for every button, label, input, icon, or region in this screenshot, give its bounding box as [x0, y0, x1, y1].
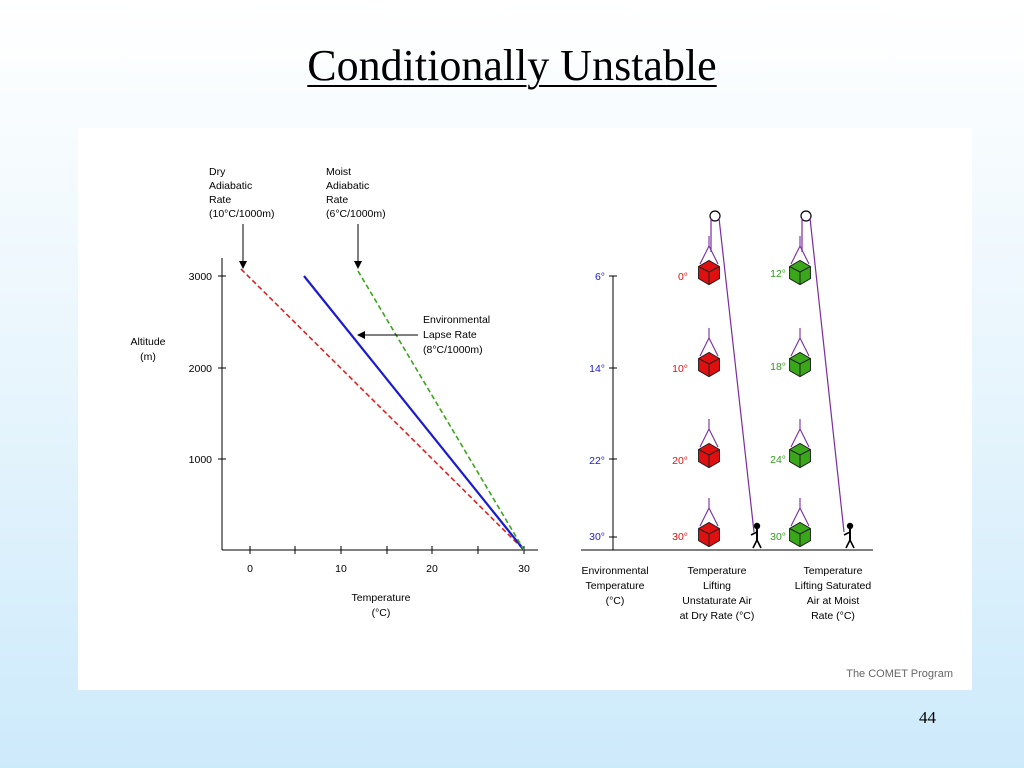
moist-column-caption: Rate (°C): [811, 610, 855, 622]
air-parcel-icon: [789, 236, 811, 286]
moist-arrowhead: [354, 261, 362, 269]
credit-label: The COMET Program: [846, 668, 953, 680]
dry-parcel-temp: 20°: [672, 455, 688, 467]
dry-parcel-temp: 0°: [678, 271, 688, 283]
dry-column-caption: at Dry Rate (°C): [680, 610, 755, 622]
env-label: (8°C/1000m): [423, 344, 483, 356]
env-temp-caption: (°C): [606, 595, 625, 607]
env-temp-caption: Temperature: [586, 580, 645, 592]
env-label: Environmental: [423, 314, 490, 326]
env-label: Lapse Rate: [423, 329, 477, 341]
rope: [718, 217, 755, 533]
dry-parcel-temp: 10°: [672, 363, 688, 375]
y-tick-label: 3000: [189, 271, 213, 283]
dry-label: Rate: [209, 194, 231, 206]
air-parcel-icon: [698, 419, 720, 469]
y-tick-label: 1000: [189, 454, 213, 466]
moist-parcel-temp: 30°: [770, 531, 786, 543]
air-parcel-icon: [698, 328, 720, 378]
dry-column-caption: Lifting: [703, 580, 731, 592]
x-tick-label: 20: [426, 563, 438, 575]
air-parcel-icon: [698, 498, 720, 548]
dry-column-caption: Temperature: [688, 565, 747, 577]
moist-parcel-temp: 24°: [770, 454, 786, 466]
moist-parcel-temp: 18°: [770, 361, 786, 373]
moist-label: (6°C/1000m): [326, 208, 386, 220]
env-temp-caption: Environmental: [581, 565, 648, 577]
env-temp-value: 30°: [589, 531, 605, 543]
env-temp-value: 14°: [589, 363, 605, 375]
dry-column-caption: Unstaturate Air: [682, 595, 752, 607]
pulley-icon: [709, 210, 721, 222]
air-parcel-icon: [789, 328, 811, 378]
moist-column-caption: Lifting Saturated: [795, 580, 872, 592]
x-tick-label: 0: [247, 563, 253, 575]
x-tick-label: 30: [518, 563, 530, 575]
moist-adiabatic-line: [357, 270, 525, 551]
x-tick-label: 10: [335, 563, 347, 575]
dry-parcel-temp: 30°: [672, 531, 688, 543]
y-tick-label: 2000: [189, 363, 213, 375]
dry-label: Adiabatic: [209, 180, 252, 192]
moist-column-caption: Air at Moist: [807, 595, 860, 607]
temperature-label: Temperature: [352, 592, 411, 604]
temperature-unit: (°C): [372, 607, 391, 619]
page-number: 44: [919, 708, 936, 727]
moist-column-caption: Temperature: [804, 565, 863, 577]
dry-label: (10°C/1000m): [209, 208, 274, 220]
air-parcel-icon: [789, 419, 811, 469]
stability-diagram: 3000 2000 1000 0 10 20 30 Altitude (m) T…: [130, 166, 953, 680]
person-icon: [750, 522, 762, 549]
moist-label: Adiabatic: [326, 180, 369, 192]
env-temp-value: 6°: [595, 271, 605, 283]
air-parcel-icon: [789, 498, 811, 548]
pulley-icon: [800, 210, 812, 222]
dry-parcel-column: [698, 236, 720, 548]
dry-arrowhead: [239, 261, 247, 269]
moist-parcel-column: [789, 236, 811, 548]
air-parcel-icon: [698, 236, 720, 286]
person-icon: [843, 522, 855, 549]
moist-label: Moist: [326, 166, 351, 178]
env-temp-value: 22°: [589, 455, 605, 467]
altitude-unit: (m): [140, 351, 156, 363]
altitude-label: Altitude: [130, 336, 165, 348]
env-arrowhead: [357, 331, 365, 339]
dry-label: Dry: [209, 166, 226, 178]
slide-title: Conditionally Unstable: [307, 41, 717, 90]
diagram-panel: 3000 2000 1000 0 10 20 30 Altitude (m) T…: [78, 128, 972, 690]
rope: [809, 217, 845, 533]
moist-parcel-temp: 12°: [770, 268, 786, 280]
dry-adiabatic-line: [240, 268, 525, 551]
environmental-lapse-line: [303, 275, 525, 551]
moist-label: Rate: [326, 194, 348, 206]
